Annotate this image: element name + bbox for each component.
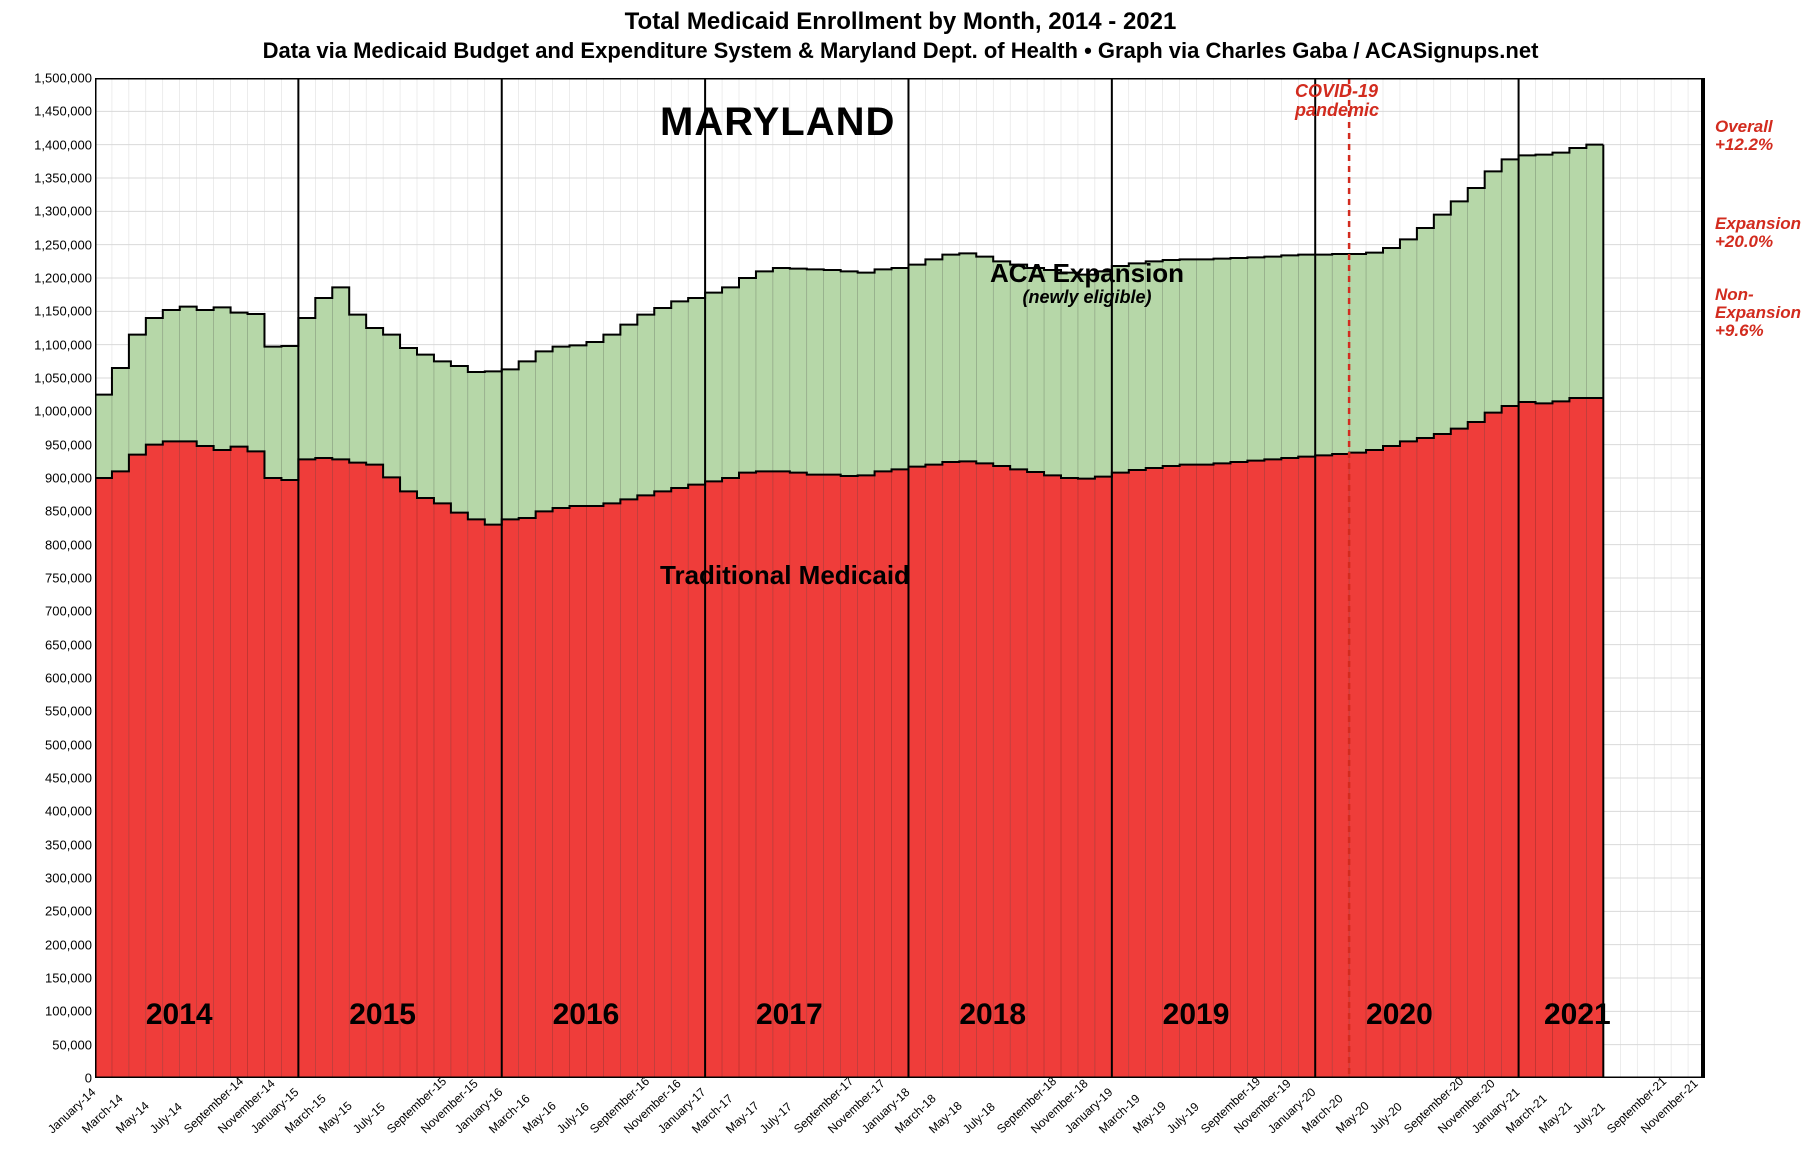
x-axis-labels: January-14March-14May-14July-14September… [95, 1078, 1705, 1148]
y-tick-label: 1,100,000 [34, 337, 92, 352]
page: Total Medicaid Enrollment by Month, 2014… [0, 0, 1801, 1150]
y-tick-label: 950,000 [45, 437, 92, 452]
y-tick-label: 1,150,000 [34, 304, 92, 319]
title-line-1: Total Medicaid Enrollment by Month, 2014… [0, 8, 1801, 36]
non-expansion-annotation: Non- Expansion +9.6% [1715, 286, 1801, 340]
y-tick-label: 500,000 [45, 737, 92, 752]
y-tick-label: 1,250,000 [34, 237, 92, 252]
year-label: 2016 [553, 998, 620, 1032]
y-tick-label: 100,000 [45, 1004, 92, 1019]
x-tick-label: July-21 [1570, 1100, 1608, 1137]
year-label: 2019 [1163, 998, 1230, 1032]
x-tick-label: July-17 [757, 1100, 795, 1137]
year-label: 2021 [1544, 998, 1611, 1032]
y-tick-label: 1,000,000 [34, 404, 92, 419]
y-tick-label: 50,000 [52, 1037, 92, 1052]
overall-annotation: Overall +12.2% [1715, 118, 1773, 154]
aca-expansion-sub: (newly eligible) [990, 287, 1184, 308]
x-tick-label: July-18 [960, 1100, 998, 1137]
title-line-2: Data via Medicaid Budget and Expenditure… [0, 38, 1801, 64]
y-tick-label: 1,450,000 [34, 104, 92, 119]
aca-expansion-text: ACA Expansion [990, 258, 1184, 288]
y-tick-label: 800,000 [45, 537, 92, 552]
x-tick-label: July-20 [1367, 1100, 1405, 1137]
x-tick-label: July-16 [554, 1100, 592, 1137]
expansion-annotation: Expansion +20.0% [1715, 215, 1801, 251]
y-tick-label: 350,000 [45, 837, 92, 852]
y-tick-label: 1,200,000 [34, 271, 92, 286]
y-tick-label: 400,000 [45, 804, 92, 819]
y-tick-label: 0 [85, 1071, 92, 1086]
y-tick-label: 450,000 [45, 771, 92, 786]
year-label: 2015 [349, 998, 416, 1032]
titles: Total Medicaid Enrollment by Month, 2014… [0, 8, 1801, 64]
y-tick-label: 150,000 [45, 971, 92, 986]
covid-annotation: COVID-19 pandemic [1295, 82, 1379, 120]
y-axis-labels: 050,000100,000150,000200,000250,000300,0… [10, 78, 92, 1078]
year-label: 2014 [146, 998, 213, 1032]
y-tick-label: 550,000 [45, 704, 92, 719]
y-tick-label: 700,000 [45, 604, 92, 619]
y-tick-label: 1,500,000 [34, 71, 92, 86]
x-tick-label: July-19 [1164, 1100, 1202, 1137]
y-tick-label: 300,000 [45, 871, 92, 886]
traditional-medicaid-label: Traditional Medicaid [660, 560, 910, 591]
y-tick-label: 250,000 [45, 904, 92, 919]
y-tick-label: 900,000 [45, 471, 92, 486]
x-tick-label: July-15 [350, 1100, 388, 1137]
y-tick-label: 1,350,000 [34, 171, 92, 186]
aca-expansion-label: ACA Expansion (newly eligible) [990, 258, 1184, 308]
y-tick-label: 850,000 [45, 504, 92, 519]
y-tick-label: 750,000 [45, 571, 92, 586]
y-tick-label: 1,050,000 [34, 371, 92, 386]
x-tick-label: July-14 [147, 1100, 185, 1137]
year-label: 2020 [1366, 998, 1433, 1032]
state-label: MARYLAND [660, 100, 895, 145]
y-tick-label: 200,000 [45, 937, 92, 952]
y-tick-label: 1,300,000 [34, 204, 92, 219]
year-label: 2017 [756, 998, 823, 1032]
year-label: 2018 [959, 998, 1026, 1032]
y-tick-label: 1,400,000 [34, 137, 92, 152]
y-tick-label: 650,000 [45, 637, 92, 652]
y-tick-label: 600,000 [45, 671, 92, 686]
